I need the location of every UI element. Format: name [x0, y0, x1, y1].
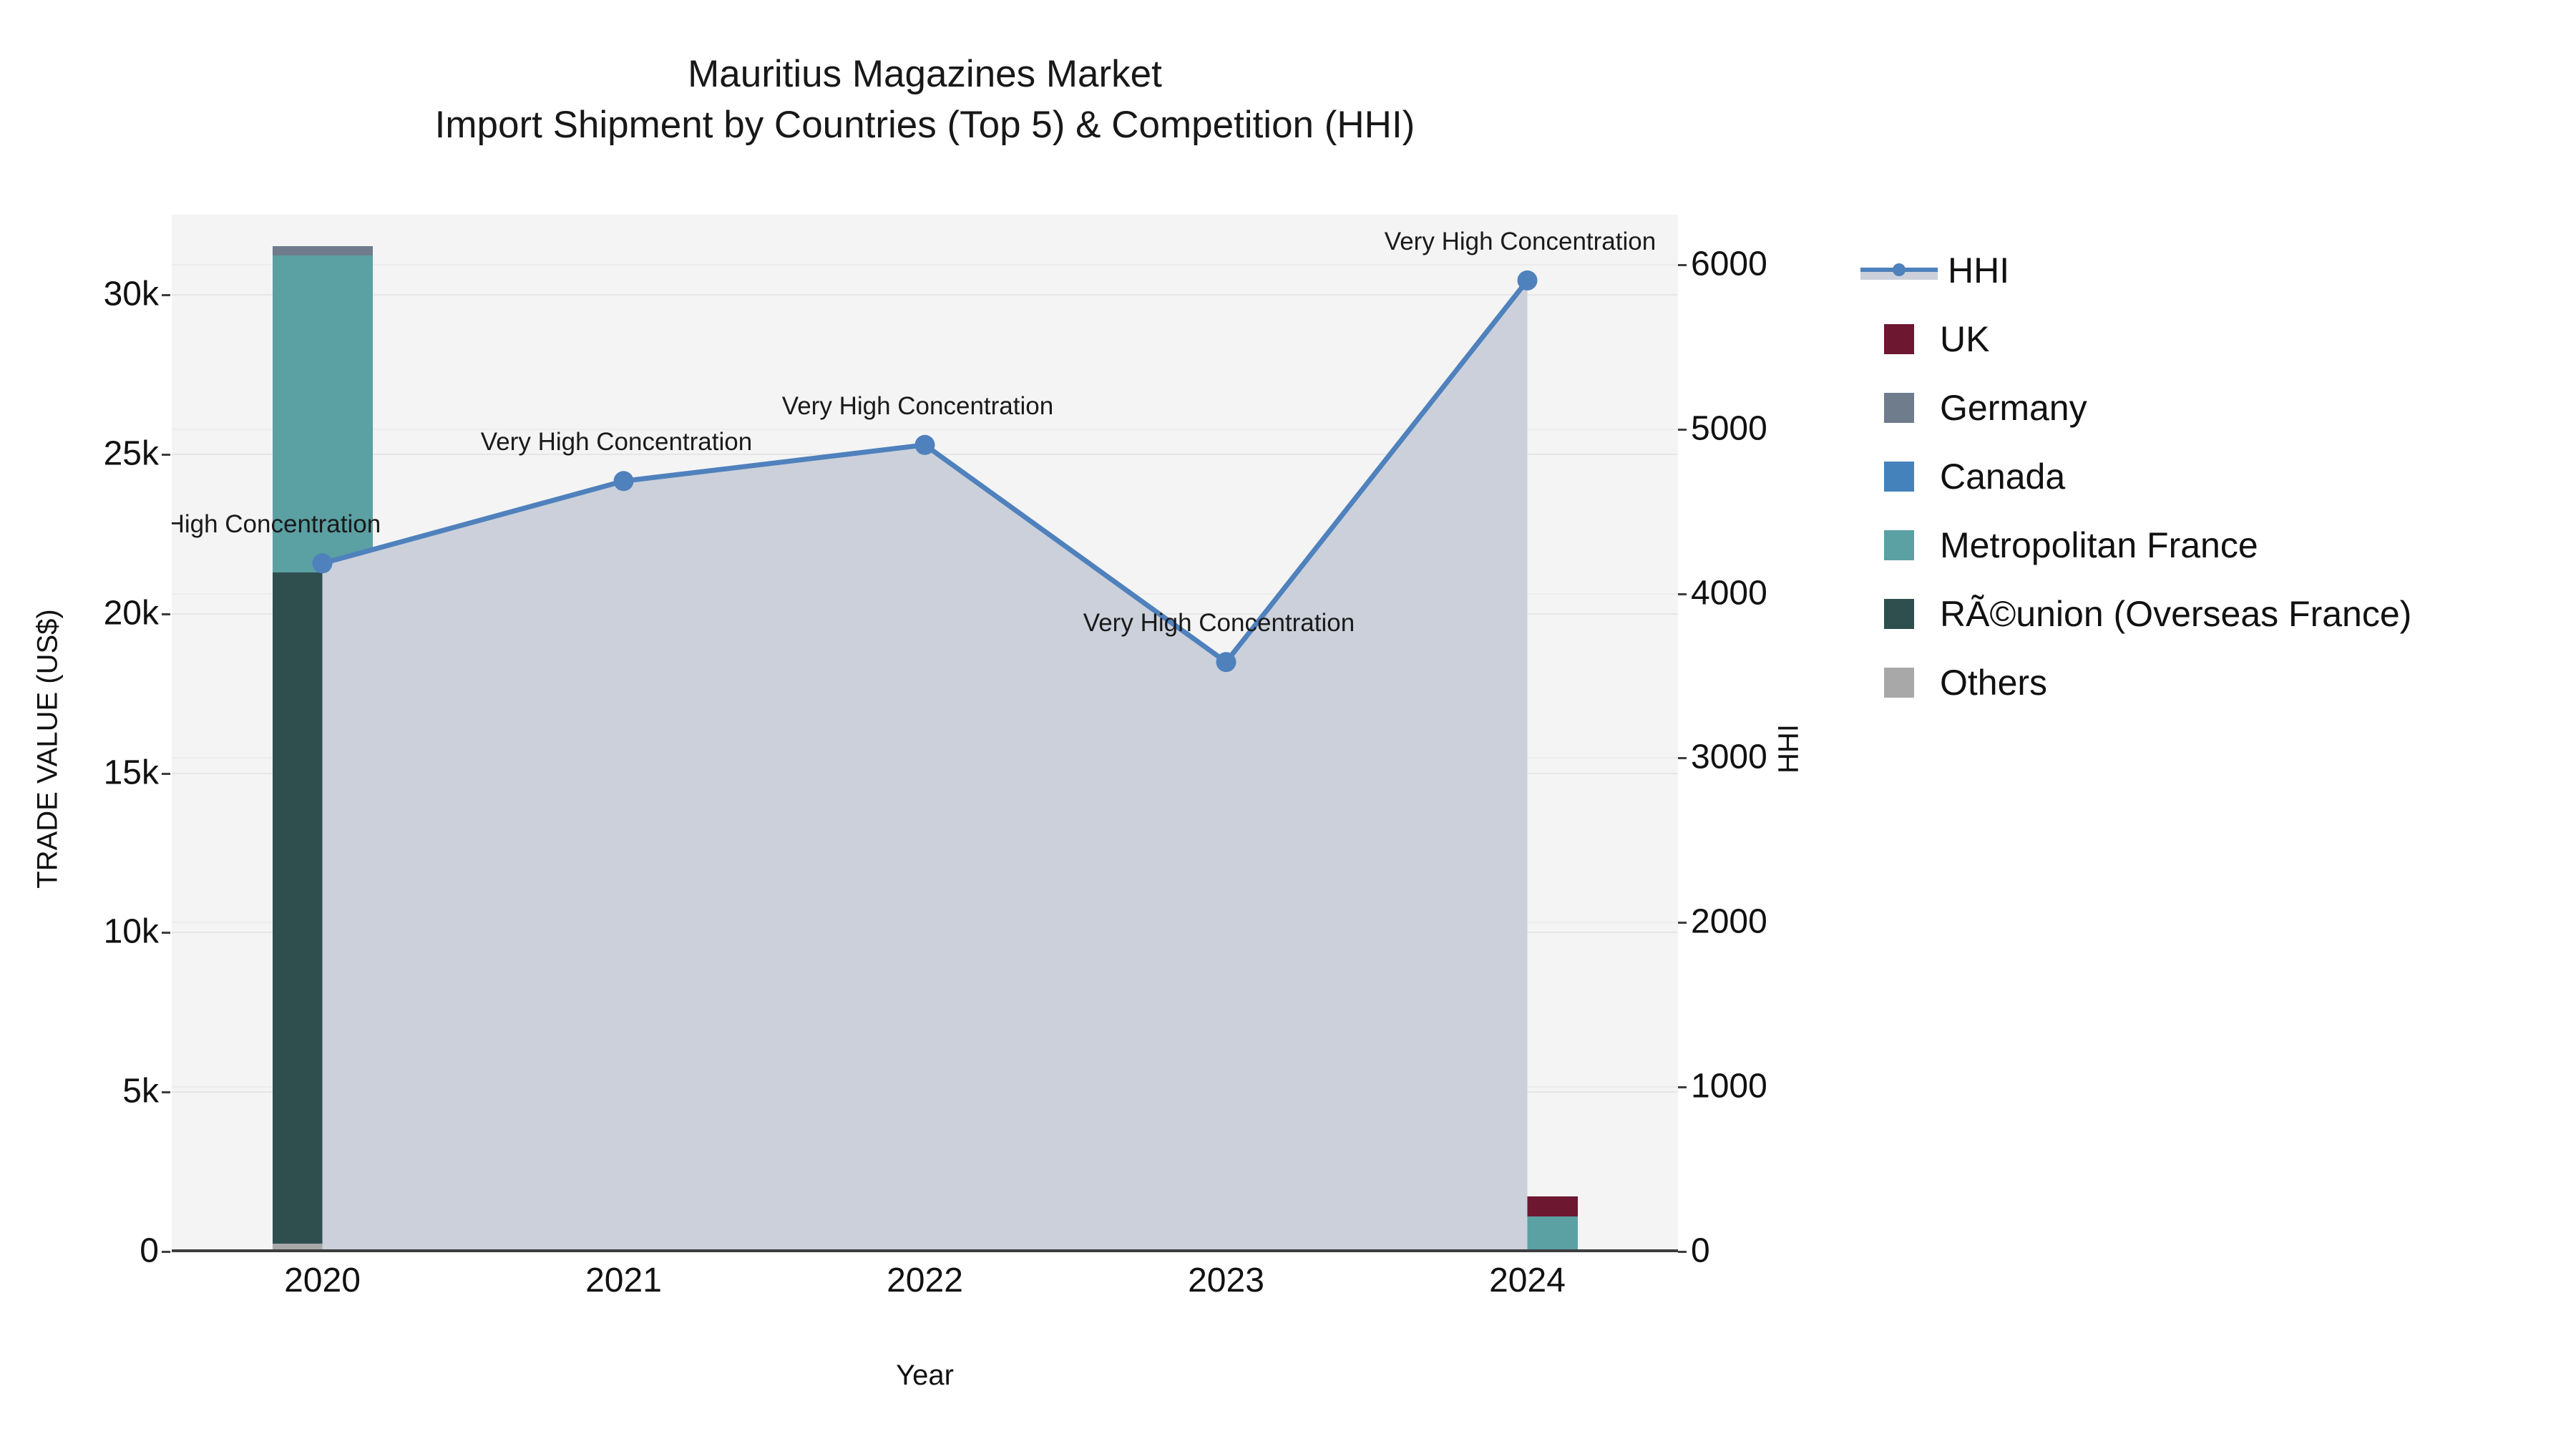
y-tick-mark-right [1678, 428, 1687, 431]
y-tick-mark-right [1678, 1251, 1687, 1253]
x-tick-label: 2020 [284, 1262, 361, 1299]
x-tick-label: 2022 [887, 1262, 963, 1299]
legend-item[interactable]: HHI [1860, 236, 2547, 305]
hhi-line-layer [312, 270, 1538, 1251]
chart-title-line-1: Mauritius Magazines Market [688, 53, 1162, 95]
y-tick-label-right: 6000 [1691, 245, 1767, 283]
y-tick-label-left: 10k [103, 912, 159, 951]
legend-color-swatch [1884, 393, 1914, 423]
y-tick-label-right: 2000 [1691, 902, 1767, 941]
legend-item[interactable]: RÃ©union (Overseas France) [1860, 580, 2547, 648]
x-axis-label: Year [896, 1360, 954, 1391]
legend-item[interactable]: Others [1860, 648, 2547, 717]
legend-label: Canada [1940, 457, 2066, 497]
chart-title: Mauritius Magazines Market Import Shipme… [172, 49, 1678, 150]
gridline-left [172, 294, 1678, 296]
legend-item[interactable]: Germany [1860, 374, 2547, 442]
legend-color-swatch [1884, 530, 1914, 560]
legend-label: Germany [1940, 388, 2087, 428]
y-tick-mark-left [162, 294, 170, 297]
bar-segment[interactable] [272, 255, 373, 572]
y-axis-right-label: HHI [1772, 724, 1805, 774]
hhi-annotation: Very High Concentration [480, 428, 753, 457]
y-tick-label-left: 20k [103, 594, 159, 633]
y-tick-mark-left [162, 454, 170, 457]
y-axis-left-label: TRADE VALUE (US$) [31, 609, 64, 889]
y-tick-label-right: 5000 [1691, 409, 1767, 448]
y-tick-mark-right [1678, 263, 1687, 266]
y-tick-mark-left [162, 1091, 170, 1094]
y-tick-mark-left [162, 1251, 170, 1253]
y-tick-mark-right [1678, 592, 1687, 595]
x-tick-label: 2023 [1188, 1262, 1264, 1299]
legend-item[interactable]: Metropolitan France [1860, 511, 2547, 580]
plot-area: Very High Concentration Very High Concent… [172, 215, 1678, 1251]
y-tick-mark-right [1678, 1086, 1687, 1089]
legend-line-icon [1860, 255, 1938, 286]
y-tick-label-left: 5k [122, 1072, 159, 1111]
y-tick-mark-right [1678, 922, 1687, 924]
y-tick-mark-left [162, 613, 170, 615]
x-tick-label: 2021 [585, 1262, 662, 1299]
y-tick-label-right: 4000 [1691, 574, 1767, 613]
legend-color-swatch [1884, 462, 1914, 492]
hhi-marker[interactable] [312, 553, 333, 574]
legend-item[interactable]: Canada [1860, 442, 2547, 511]
legend-color-swatch [1884, 599, 1914, 629]
legend-label: RÃ©union (Overseas France) [1940, 594, 2412, 634]
y-tick-label-left: 25k [103, 434, 159, 473]
hhi-area-fill [322, 280, 1528, 1251]
hhi-annotation: Very High Concentration [1083, 609, 1355, 638]
chart-title-line-2: Import Shipment by Countries (Top 5) & C… [434, 104, 1415, 147]
legend-label: UK [1940, 319, 1990, 359]
bar-segment[interactable] [272, 246, 373, 255]
legend-label: Others [1940, 663, 2048, 703]
gridline-right [172, 263, 1678, 265]
hhi-annotation: Very High Concentration [1384, 227, 1657, 255]
legend-label: HHI [1948, 250, 2010, 291]
y-tick-mark-left [162, 932, 170, 935]
hhi-marker[interactable] [914, 434, 935, 455]
x-tick-label: 2024 [1489, 1262, 1566, 1299]
hhi-annotation: Very High Concentration [172, 510, 381, 539]
y-tick-label-left: 15k [103, 753, 159, 792]
legend-label: Metropolitan France [1940, 525, 2258, 565]
chart-legend: HHI UK Germany Canada Metropolitan France RÃ©… [1860, 236, 2547, 717]
x-axis-spine [172, 1249, 1678, 1252]
hhi-marker[interactable] [613, 471, 634, 492]
hhi-markers [312, 270, 1538, 673]
gridline-right [172, 428, 1678, 430]
hhi-marker[interactable] [1216, 652, 1236, 673]
y-tick-label-right: 3000 [1691, 738, 1767, 776]
y-tick-mark-right [1678, 757, 1687, 760]
y-tick-mark-left [162, 772, 170, 775]
y-tick-label-left: 30k [103, 275, 159, 313]
hhi-annotation: Very High Concentration [781, 391, 1054, 420]
legend-item[interactable]: UK [1860, 305, 2547, 374]
legend-color-swatch [1884, 324, 1914, 354]
y-tick-label-right: 1000 [1691, 1067, 1767, 1106]
y-tick-label-right: 0 [1691, 1231, 1710, 1270]
hhi-marker[interactable] [1517, 270, 1538, 291]
legend-color-swatch [1884, 668, 1914, 698]
y-tick-label-left: 0 [140, 1231, 159, 1270]
